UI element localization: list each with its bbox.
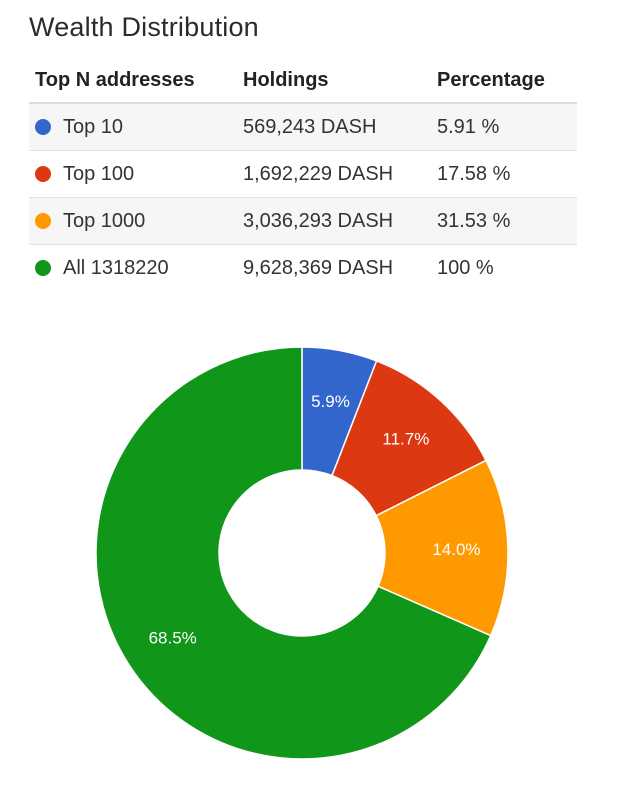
row-holdings: 3,036,293 DASH (237, 197, 431, 245)
slice-label: 5.9% (311, 392, 350, 411)
row-label: All 1318220 (63, 256, 169, 279)
header-percentage: Percentage (431, 58, 577, 104)
row-label-cell: All 1318220 (29, 244, 237, 291)
row-label-cell: Top 10 (29, 103, 237, 151)
legend-dot-icon (35, 118, 51, 135)
legend-dot-icon (35, 259, 51, 276)
table-row: Top 10 569,243 DASH 5.91 % (29, 103, 577, 151)
donut-slice (95, 346, 492, 760)
row-label-cell: Top 100 (29, 150, 237, 198)
row-holdings: 9,628,369 DASH (237, 244, 431, 291)
row-label-cell: Top 1000 (29, 197, 237, 245)
row-label: Top 100 (63, 162, 135, 185)
row-label: Top 10 (63, 115, 124, 138)
wealth-table: Top N addresses Holdings Percentage Top … (29, 58, 577, 291)
donut-chart: 5.9% 11.7% 14.0% 68.5% (95, 346, 509, 760)
header-top-n: Top N addresses (29, 58, 237, 104)
row-percentage: 100 % (431, 244, 577, 291)
row-percentage: 31.53 % (431, 197, 577, 245)
row-holdings: 1,692,229 DASH (237, 150, 431, 198)
donut-slice (375, 459, 509, 637)
row-label: Top 1000 (63, 209, 146, 232)
table-row: Top 100 1,692,229 DASH 17.58 % (29, 150, 577, 198)
slice-label: 14.0% (432, 540, 480, 559)
table-header-row: Top N addresses Holdings Percentage (29, 58, 577, 104)
legend-dot-icon (35, 165, 51, 182)
row-percentage: 5.91 % (431, 103, 577, 151)
header-holdings: Holdings (237, 58, 431, 104)
table-row: All 1318220 9,628,369 DASH 100 % (29, 244, 577, 291)
slice-label: 11.7% (382, 430, 429, 449)
row-percentage: 17.58 % (431, 150, 577, 198)
legend-dot-icon (35, 212, 51, 229)
slice-label: 68.5% (149, 629, 197, 648)
table-row: Top 1000 3,036,293 DASH 31.53 % (29, 197, 577, 245)
row-holdings: 569,243 DASH (237, 103, 431, 151)
page-title: Wealth Distribution (29, 12, 259, 42)
